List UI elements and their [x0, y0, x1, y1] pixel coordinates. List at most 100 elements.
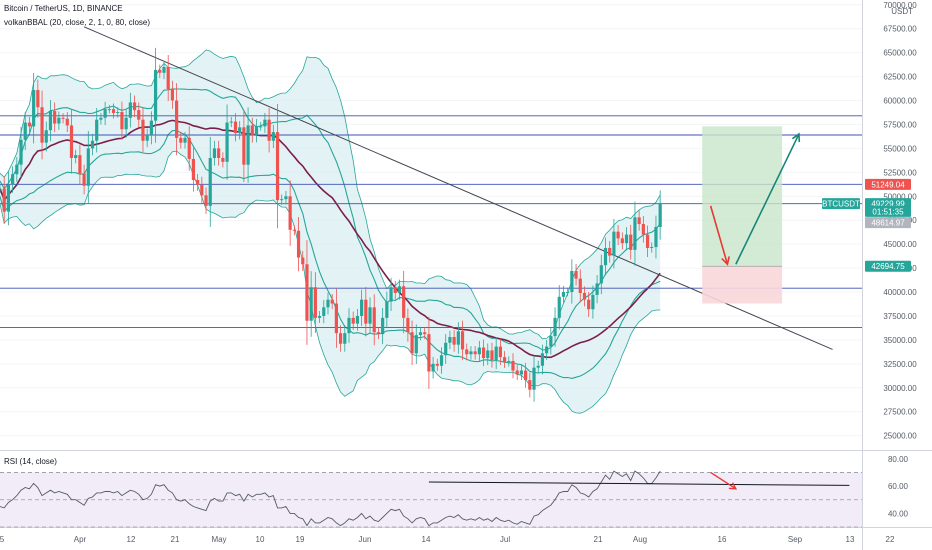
candle[interactable]	[595, 283, 599, 295]
candle[interactable]	[170, 89, 174, 101]
candle[interactable]	[654, 226, 658, 248]
candle[interactable]	[78, 155, 82, 174]
candle[interactable]	[444, 342, 448, 356]
rsi-down-arrow[interactable]	[710, 471, 737, 490]
candle[interactable]	[204, 195, 208, 206]
candle[interactable]	[162, 67, 166, 73]
rsi-axis[interactable]: 80.00 60.00 40.00	[888, 455, 909, 519]
candle[interactable]	[507, 360, 511, 362]
candle[interactable]	[65, 118, 69, 126]
candle[interactable]	[557, 296, 561, 318]
candle[interactable]	[633, 217, 637, 250]
candle[interactable]	[389, 287, 393, 302]
candle[interactable]	[196, 180, 200, 185]
candle[interactable]	[423, 332, 427, 335]
time-axis[interactable]: 5 Apr 12 21 May 10 19 Jun 14 Jul 21 Aug 16 Sep 13 22	[0, 535, 895, 544]
candle[interactable]	[217, 148, 221, 158]
candle[interactable]	[40, 107, 44, 143]
candle[interactable]	[469, 351, 473, 355]
candle[interactable]	[376, 332, 381, 335]
candle[interactable]	[95, 119, 99, 141]
candle[interactable]	[292, 229, 296, 231]
candle[interactable]	[629, 234, 633, 250]
candle[interactable]	[641, 224, 645, 235]
price-axis[interactable]: 70000.00 67500.00 65000.00 62500.00 60000.00…	[822, 1, 917, 441]
candle[interactable]	[263, 119, 267, 127]
candle[interactable]	[132, 102, 137, 111]
candle[interactable]	[347, 317, 351, 334]
candle[interactable]	[473, 351, 477, 355]
long-position-profit-zone[interactable]	[702, 126, 783, 267]
candle[interactable]	[200, 184, 204, 196]
rsi-trendline[interactable]	[428, 481, 850, 486]
candle[interactable]	[587, 299, 591, 310]
candle[interactable]	[107, 109, 111, 111]
candle[interactable]	[540, 353, 545, 366]
candle[interactable]	[515, 370, 519, 375]
candle[interactable]	[549, 336, 553, 347]
candle[interactable]	[305, 264, 309, 321]
candle[interactable]	[511, 360, 515, 371]
candle[interactable]	[120, 112, 124, 130]
candle[interactable]	[360, 299, 364, 316]
candle[interactable]	[246, 125, 250, 165]
candle[interactable]	[452, 337, 456, 345]
candle[interactable]	[158, 69, 162, 73]
candle[interactable]	[82, 173, 86, 186]
candle[interactable]	[27, 122, 32, 127]
candle[interactable]	[15, 164, 19, 175]
candle[interactable]	[460, 331, 465, 350]
candle[interactable]	[0, 188, 2, 190]
candle[interactable]	[490, 350, 494, 360]
candle[interactable]	[603, 247, 608, 266]
candle[interactable]	[271, 132, 275, 141]
candle[interactable]	[229, 121, 233, 123]
candle[interactable]	[23, 122, 27, 140]
candle[interactable]	[221, 157, 225, 162]
candle[interactable]	[19, 139, 23, 165]
rsi-line[interactable]	[0, 470, 661, 527]
rsi-legend[interactable]: RSI (14, close)	[4, 457, 57, 466]
candle[interactable]	[570, 270, 574, 293]
candle[interactable]	[238, 127, 242, 134]
candle[interactable]	[44, 130, 48, 143]
candle[interactable]	[288, 196, 292, 230]
down-arrow[interactable]	[709, 205, 729, 265]
up-arrow[interactable]	[735, 133, 800, 265]
candle[interactable]	[624, 234, 629, 244]
candle[interactable]	[620, 238, 624, 244]
candle[interactable]	[334, 303, 338, 334]
candle[interactable]	[406, 317, 410, 333]
indicator-legend[interactable]: volkanBBAL (20, close, 2, 1, 0, 80, clos…	[4, 18, 150, 27]
candle[interactable]	[351, 317, 355, 324]
candle[interactable]	[486, 350, 490, 359]
candle[interactable]	[103, 109, 107, 118]
candle[interactable]	[645, 234, 650, 248]
candle[interactable]	[545, 346, 549, 354]
candle[interactable]	[296, 230, 301, 258]
candle[interactable]	[326, 299, 330, 308]
candle[interactable]	[212, 148, 217, 158]
candle[interactable]	[166, 67, 170, 90]
candle[interactable]	[612, 231, 616, 256]
candle[interactable]	[137, 110, 141, 120]
candle[interactable]	[141, 119, 145, 141]
candle[interactable]	[124, 117, 128, 130]
candle[interactable]	[338, 333, 343, 344]
candle[interactable]	[524, 370, 528, 381]
candle[interactable]	[582, 292, 587, 300]
candle[interactable]	[410, 332, 414, 354]
candle[interactable]	[301, 257, 305, 265]
candle[interactable]	[183, 137, 187, 143]
candle[interactable]	[53, 111, 57, 124]
candle[interactable]	[498, 346, 502, 358]
candle[interactable]	[418, 332, 423, 336]
candle[interactable]	[259, 126, 263, 128]
candle[interactable]	[317, 315, 322, 318]
candle[interactable]	[553, 317, 557, 337]
candle[interactable]	[284, 196, 288, 200]
candle[interactable]	[372, 307, 376, 333]
candle[interactable]	[48, 111, 53, 131]
